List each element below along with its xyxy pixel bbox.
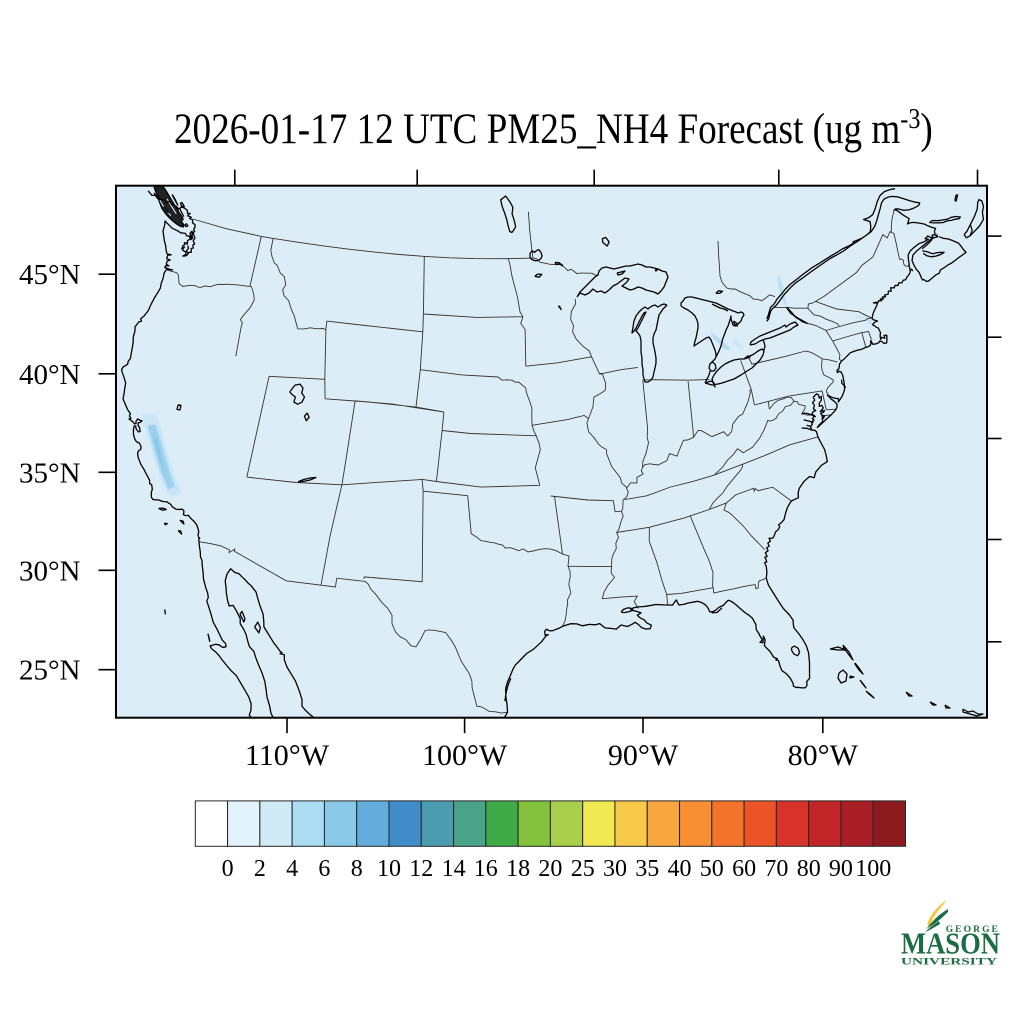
svg-text:80°W: 80°W [788,739,859,772]
svg-text:100: 100 [855,856,891,882]
svg-text:8: 8 [351,856,363,882]
svg-text:35: 35 [635,856,659,882]
svg-text:UNIVERSITY: UNIVERSITY [901,957,998,967]
svg-text:30: 30 [603,856,627,882]
svg-text:GEORGE: GEORGE [946,925,1000,935]
svg-text:40°N: 40°N [19,359,81,391]
svg-text:2026-01-17 12 UTC PM25_NH4 For: 2026-01-17 12 UTC PM25_NH4 Forecast (ug … [174,103,933,152]
svg-text:25°N: 25°N [19,655,81,687]
svg-text:6: 6 [318,856,330,882]
svg-text:2: 2 [254,856,266,882]
svg-text:25: 25 [571,856,595,882]
svg-text:30°N: 30°N [19,555,81,587]
svg-text:80: 80 [797,856,821,882]
svg-text:20: 20 [538,856,562,882]
svg-text:16: 16 [474,856,498,882]
svg-text:70: 70 [764,856,788,882]
svg-text:60: 60 [732,856,756,882]
svg-text:14: 14 [442,856,466,882]
svg-text:0: 0 [222,856,234,882]
svg-text:4: 4 [286,856,298,882]
svg-text:110°W: 110°W [245,739,330,772]
svg-text:18: 18 [506,856,530,882]
svg-text:40: 40 [668,856,692,882]
svg-text:MASON: MASON [901,926,1000,961]
svg-text:50: 50 [700,856,724,882]
svg-text:35°N: 35°N [19,457,81,489]
svg-text:100°W: 100°W [422,739,508,772]
svg-text:90: 90 [829,856,853,882]
svg-text:45°N: 45°N [19,259,81,291]
svg-text:12: 12 [409,856,433,882]
svg-text:90°W: 90°W [608,739,679,772]
svg-text:10: 10 [377,856,401,882]
